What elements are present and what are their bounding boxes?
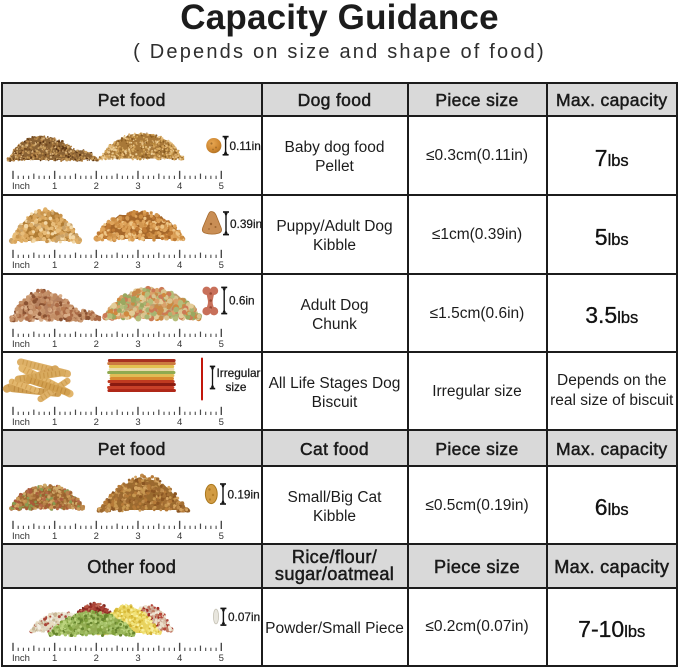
svg-text:5: 5 [219,339,224,350]
svg-text:Inch: Inch [12,260,30,271]
svg-text:3: 3 [135,260,140,271]
svg-text:4: 4 [177,531,182,542]
svg-text:Inch: Inch [12,181,30,192]
svg-text:3: 3 [135,181,140,192]
svg-text:3: 3 [135,339,140,350]
svg-text:5: 5 [219,417,224,428]
svg-text:0.39in: 0.39in [230,217,262,231]
svg-text:2: 2 [94,417,99,428]
svg-text:1: 1 [52,339,57,350]
svg-text:Inch: Inch [12,417,30,428]
svg-text:Irregular: Irregular [217,366,261,380]
svg-text:3: 3 [135,417,140,428]
svg-text:Inch: Inch [12,531,30,542]
svg-text:1: 1 [52,531,57,542]
svg-text:2: 2 [94,339,99,350]
svg-text:2: 2 [94,260,99,271]
svg-text:size: size [226,380,247,394]
svg-text:5: 5 [219,260,224,271]
svg-text:4: 4 [177,260,182,271]
svg-text:3: 3 [135,531,140,542]
svg-text:4: 4 [177,181,182,192]
svg-text:0.6in: 0.6in [229,294,255,308]
svg-text:1: 1 [52,181,57,192]
svg-text:5: 5 [219,531,224,542]
svg-text:1: 1 [52,260,57,271]
svg-text:5: 5 [219,181,224,192]
svg-text:4: 4 [177,339,182,350]
svg-text:1: 1 [52,417,57,428]
svg-text:2: 2 [94,531,99,542]
svg-text:4: 4 [177,417,182,428]
svg-text:2: 2 [94,181,99,192]
svg-text:0.11in: 0.11in [230,139,261,153]
svg-text:Inch: Inch [12,339,30,350]
svg-text:0.19in: 0.19in [228,488,260,502]
